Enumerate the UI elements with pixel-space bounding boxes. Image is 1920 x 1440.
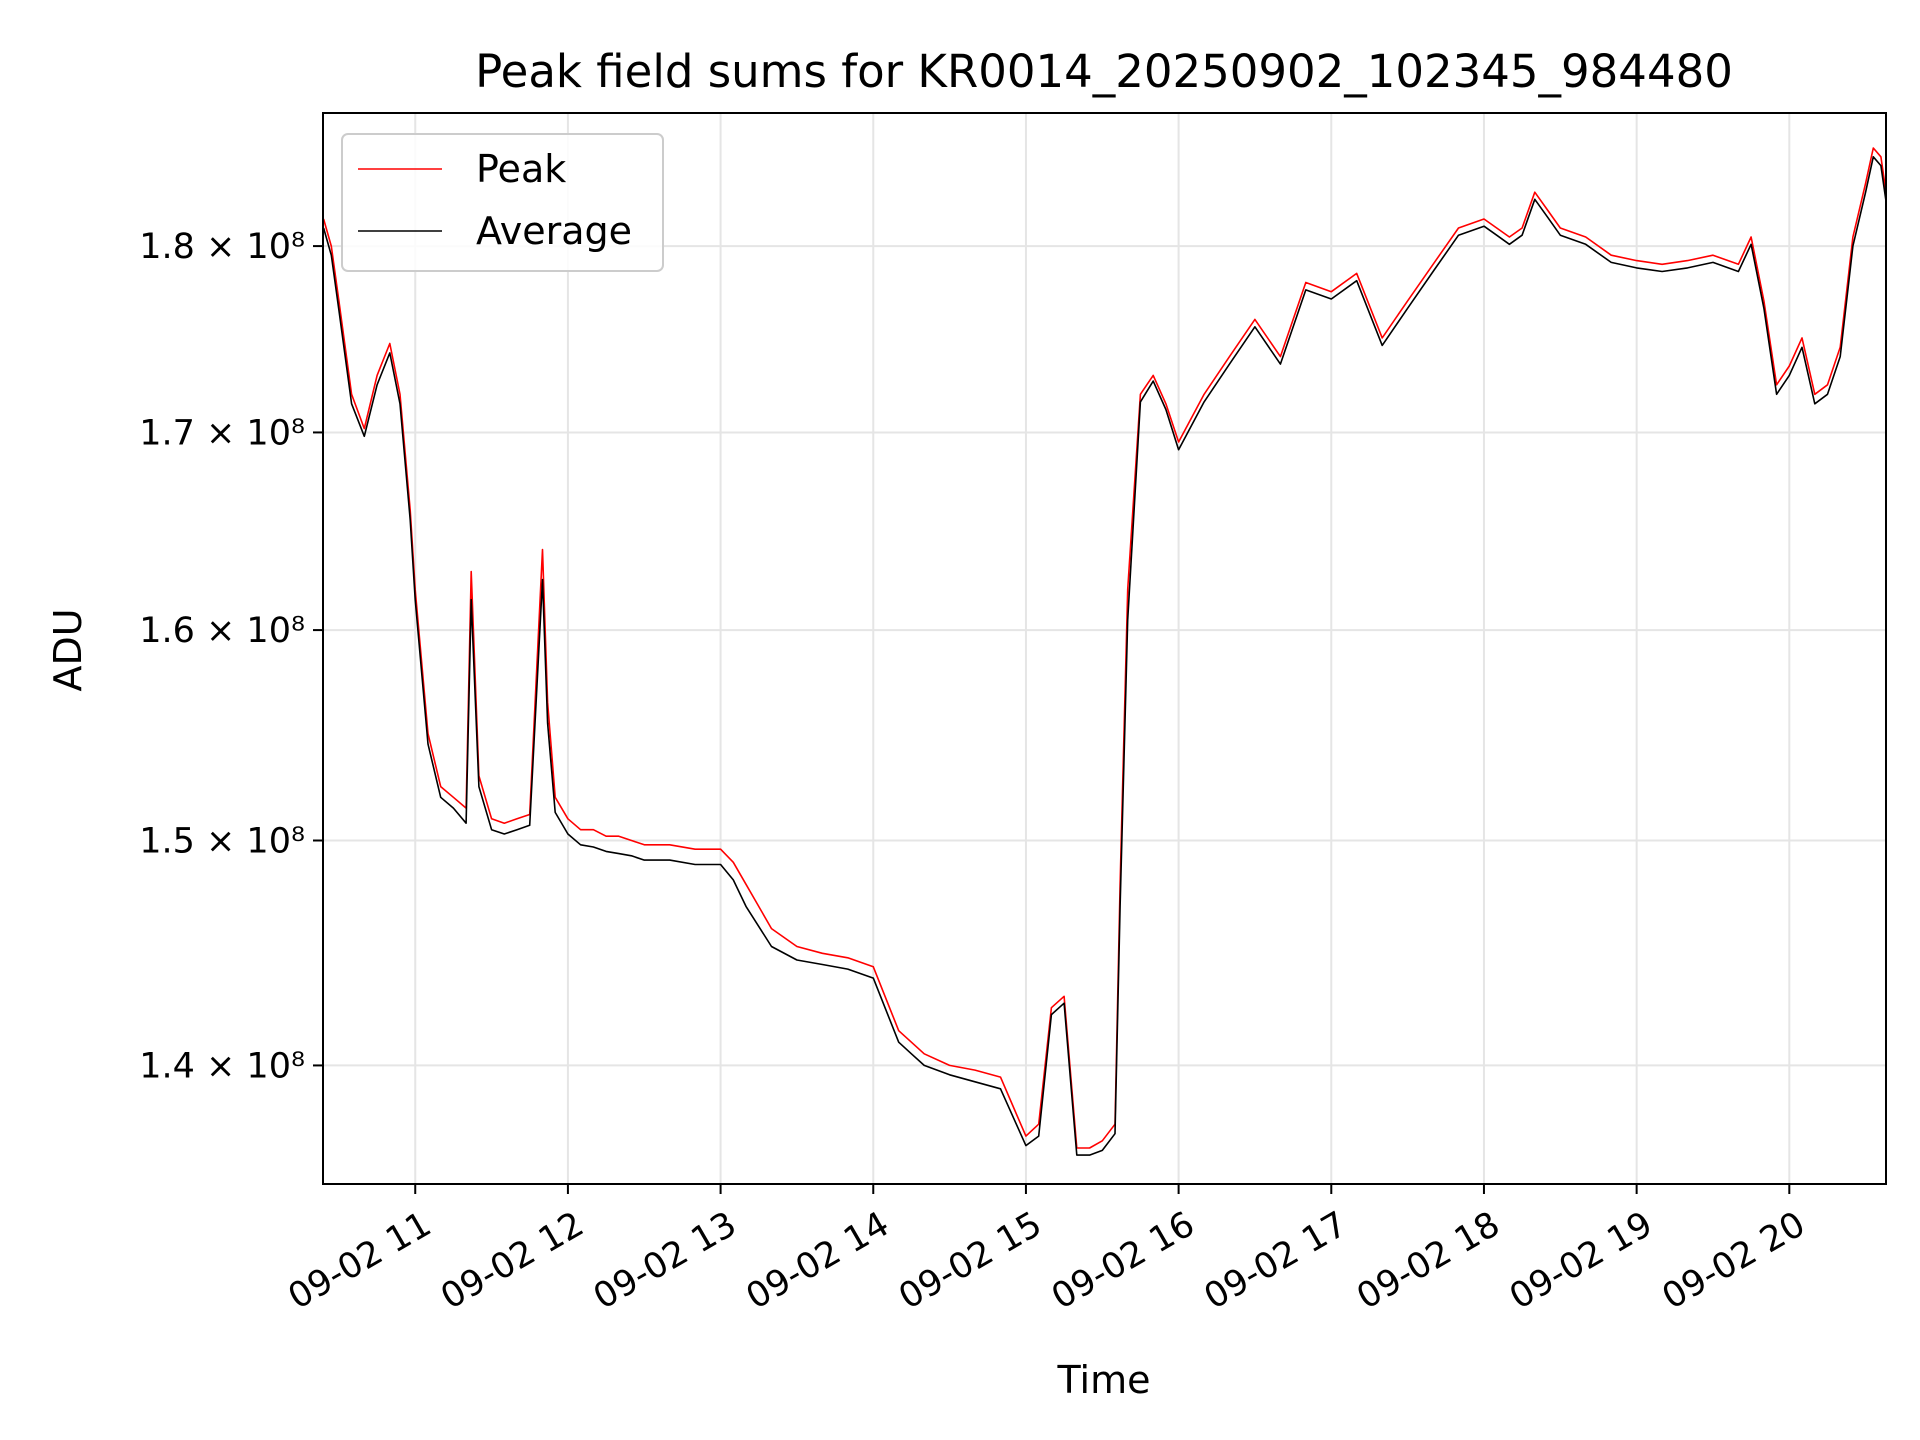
series-layer — [322, 147, 1887, 1156]
series-peak-line — [322, 147, 1887, 1149]
y-axis-ticks: 1.4 × 10⁸ 1.5 × 10⁸ 1.6 × 10⁸ 1.7 × 10⁸ 1.8 … — [139, 227, 323, 1086]
y-gridlines — [323, 245, 1886, 1067]
y-tick-label: 1.5 × 10⁸ — [139, 822, 305, 862]
y-tick-label: 1.6 × 10⁸ — [139, 611, 305, 651]
legend-label-average: Average — [476, 209, 632, 253]
series-average-line — [322, 156, 1887, 1156]
legend-label-peak: Peak — [476, 147, 566, 191]
plot-area — [323, 113, 1886, 1184]
y-tick-label: 1.7 × 10⁸ — [139, 413, 305, 453]
x-gridlines — [414, 113, 1791, 1184]
y-tick-label: 1.4 × 10⁸ — [139, 1046, 305, 1086]
y-axis-label: ADU — [46, 608, 90, 691]
plot-frame — [322, 112, 1887, 1185]
legend: Peak Average — [341, 133, 664, 272]
chart-title: Peak field sums for KR0014_20250902_1023… — [475, 45, 1733, 98]
y-tick-label: 1.8 × 10⁸ — [139, 227, 305, 267]
x-axis-label: Time — [1057, 1358, 1151, 1402]
